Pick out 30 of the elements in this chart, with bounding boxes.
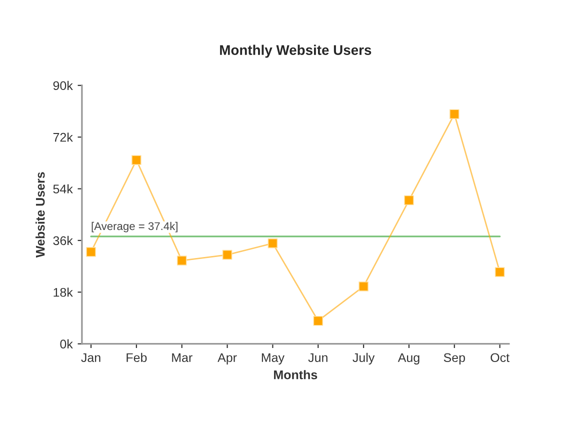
x-tick-label: Aug (398, 353, 420, 365)
point (176, 256, 187, 266)
point (268, 238, 278, 248)
x-tick-label: Sep (444, 353, 466, 365)
x-tick-label: Mar (172, 353, 192, 362)
x-tick-label: May (262, 353, 284, 365)
chart-title: Monthly Website Users (220, 44, 372, 58)
y-axis-title: Website Users (36, 172, 45, 258)
x-tick-label: July (352, 352, 375, 365)
point (132, 155, 142, 165)
y-tick-label: 54k (53, 184, 73, 194)
y-tick-label: 90k (53, 80, 73, 90)
y-tick-label: 72k (53, 132, 73, 142)
x-tick-label: Jan (81, 353, 100, 362)
x-tick-label: Apr (218, 353, 237, 365)
point (86, 247, 96, 257)
point (494, 267, 505, 277)
point (358, 281, 368, 292)
ref-line-label: [Average = 37.4k] (92, 222, 178, 232)
x-tick-label: Feb (126, 352, 147, 362)
y-tick-label: 36k (53, 236, 73, 246)
x-axis-title: Months (274, 370, 318, 380)
point (404, 195, 414, 206)
x-tick-label: Jun (308, 353, 328, 362)
point (222, 250, 232, 260)
x-tick-label: Oct (490, 353, 510, 362)
point (449, 109, 460, 120)
y-tick-label: 0k (60, 339, 73, 348)
point (313, 316, 324, 326)
y-tick-label: 18k (54, 288, 73, 297)
